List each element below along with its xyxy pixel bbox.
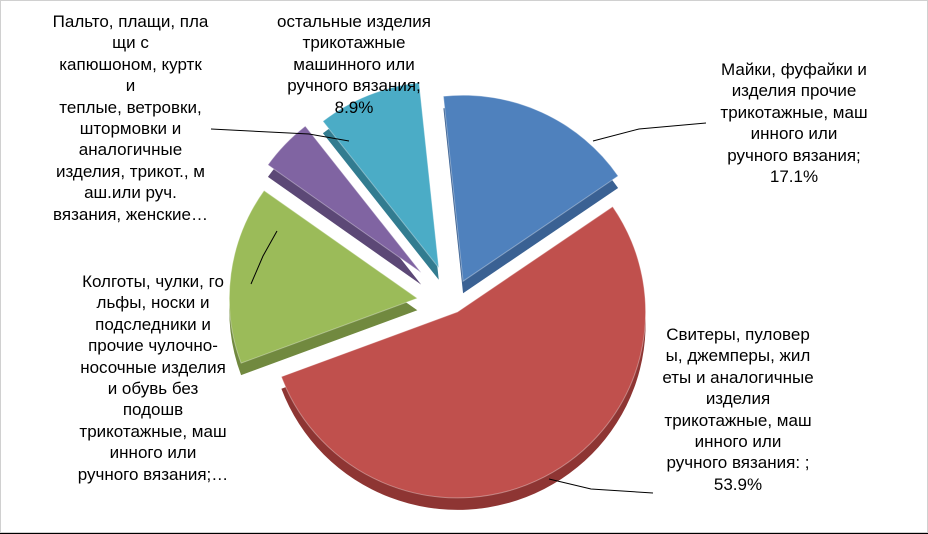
leader-line-kolgoty — [250, 230, 278, 285]
pie-slice-ostalnye — [322, 82, 440, 280]
slice-label-kolgoty: Колготы, чулки, го льфы, носки и подслед… — [77, 272, 229, 484]
pie-slice-kolgoty — [228, 189, 419, 376]
pie-slice-maiki — [442, 94, 619, 294]
pie-slice-svitery — [280, 205, 647, 510]
slice-label-palto: Пальто, плащи, пла щи с капюшоном, куртк… — [52, 12, 209, 224]
slice-label-ostalnye: остальные изделия трикотажные машинного … — [277, 12, 431, 117]
pie-slice-face-maiki — [442, 94, 619, 283]
slice-label-svitery: Свитеры, пуловер ы, джемперы, жил еты и … — [662, 325, 814, 494]
leader-line-palto — [210, 128, 350, 142]
leader-line-maiki — [592, 122, 707, 142]
slice-label-maiki: Майки, фуфайки и изделия прочие трикотаж… — [720, 60, 868, 187]
pie-slice-face-ostalnye — [322, 82, 440, 270]
leader-lines — [210, 122, 707, 494]
pie-slice-palto — [267, 125, 422, 285]
pie-slice-face-kolgoty — [228, 189, 419, 364]
leader-line-svitery — [548, 478, 654, 494]
pie-slice-face-palto — [267, 125, 422, 274]
pie-slice-face-svitery — [280, 205, 647, 499]
